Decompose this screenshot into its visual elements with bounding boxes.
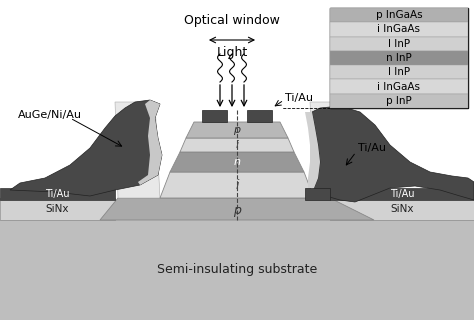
Text: Ti/Au: Ti/Au	[285, 93, 313, 103]
Text: p InP: p InP	[386, 96, 412, 106]
Bar	[247, 110, 272, 122]
Text: I InP: I InP	[388, 67, 410, 77]
Text: SiNx: SiNx	[45, 204, 69, 214]
Polygon shape	[100, 198, 374, 220]
Text: i: i	[236, 140, 238, 150]
Text: p: p	[233, 125, 241, 135]
Polygon shape	[170, 152, 304, 172]
Bar	[305, 188, 330, 200]
Text: n InP: n InP	[386, 53, 412, 63]
Polygon shape	[312, 106, 474, 202]
Text: n: n	[234, 157, 240, 167]
Polygon shape	[160, 172, 314, 198]
Bar	[330, 94, 468, 108]
Polygon shape	[186, 122, 288, 138]
Bar	[330, 22, 468, 36]
Bar	[0, 198, 115, 220]
Bar	[330, 8, 468, 108]
Bar	[330, 8, 468, 22]
Polygon shape	[115, 102, 160, 198]
Text: AuGe/Ni/Au: AuGe/Ni/Au	[18, 110, 82, 120]
Bar	[330, 79, 468, 94]
Text: p: p	[233, 204, 241, 217]
Bar	[330, 65, 468, 79]
Polygon shape	[305, 112, 320, 188]
Text: Light: Light	[216, 45, 247, 59]
Polygon shape	[10, 100, 162, 196]
Text: Ti/Au: Ti/Au	[390, 189, 414, 199]
Bar	[202, 110, 227, 122]
Text: I InP: I InP	[388, 39, 410, 49]
Bar	[330, 188, 474, 200]
Text: Ti/Au: Ti/Au	[358, 143, 386, 153]
Text: p InGaAs: p InGaAs	[376, 10, 422, 20]
Polygon shape	[180, 138, 294, 152]
Text: i: i	[235, 179, 239, 191]
Bar	[330, 198, 474, 220]
Bar	[0, 188, 115, 200]
Text: Ti/Au: Ti/Au	[45, 189, 69, 199]
Text: Semi-insulating substrate: Semi-insulating substrate	[157, 263, 317, 276]
Bar	[0, 220, 474, 320]
Text: i InGaAs: i InGaAs	[377, 82, 420, 92]
Polygon shape	[138, 100, 162, 185]
Text: Optical window: Optical window	[184, 13, 280, 27]
Bar	[330, 36, 468, 51]
Polygon shape	[310, 102, 340, 198]
Bar	[330, 51, 468, 65]
Text: SiNx: SiNx	[390, 204, 414, 214]
Text: i InGaAs: i InGaAs	[377, 24, 420, 35]
